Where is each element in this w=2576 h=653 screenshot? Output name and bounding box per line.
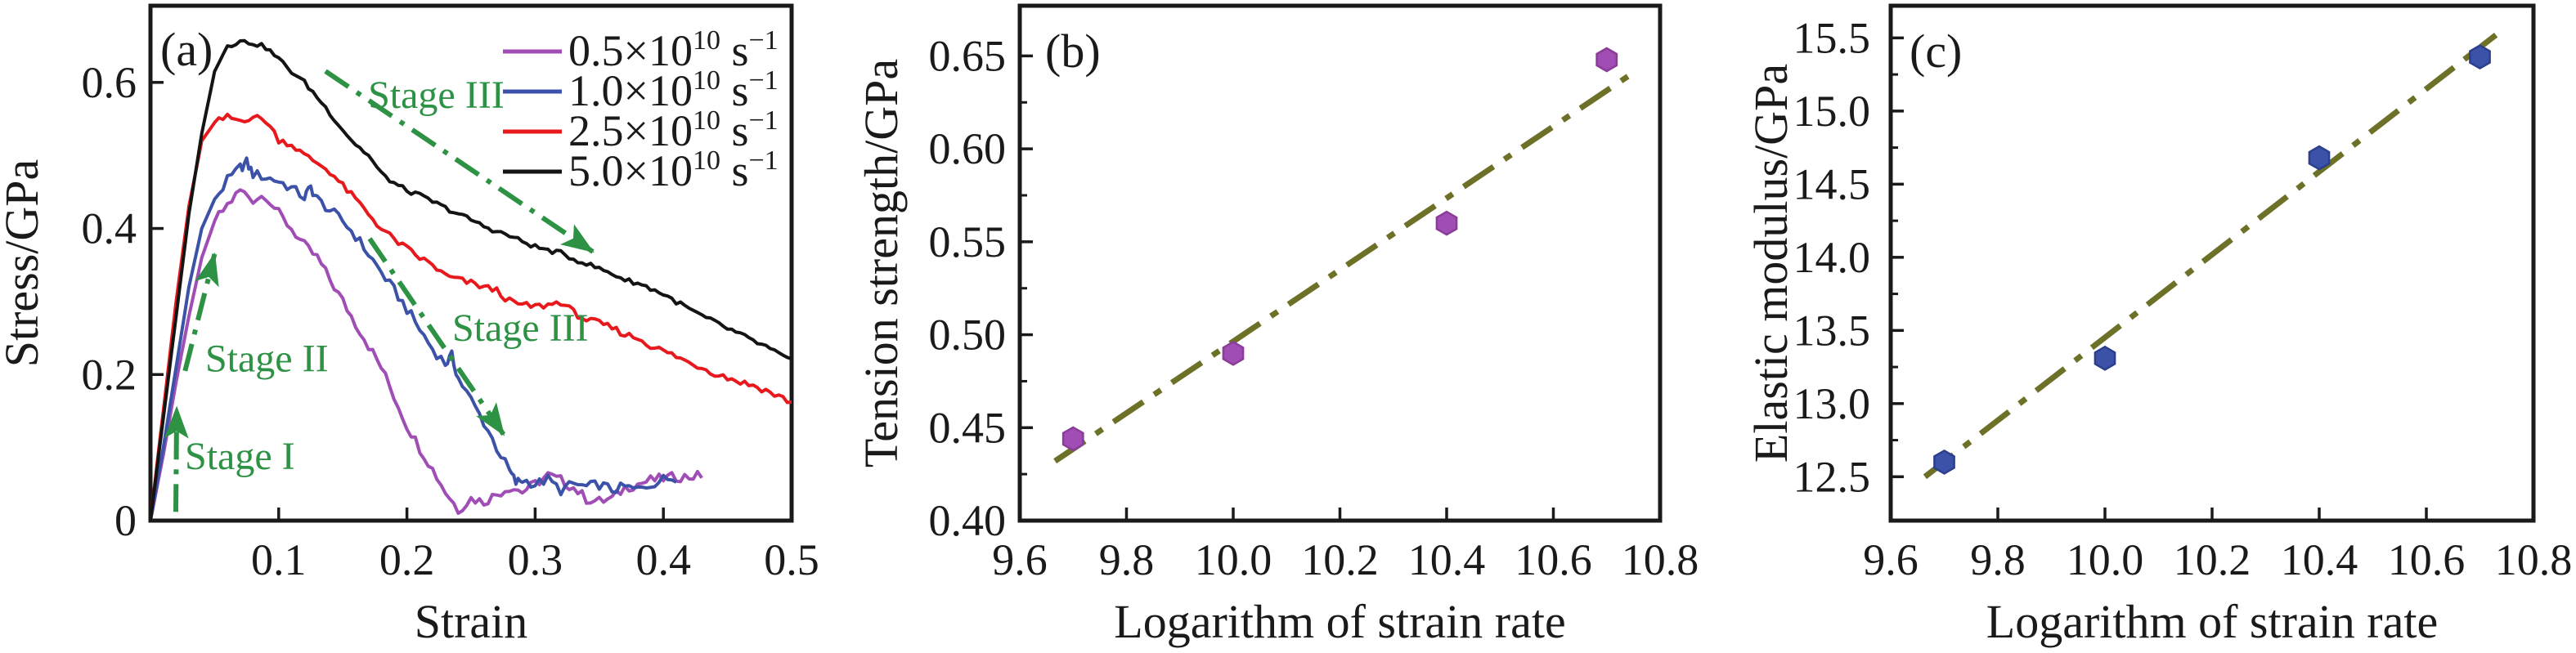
a-y-axis-label: Stress/GPa <box>0 159 48 368</box>
c-x-tick-label: 9.8 <box>1970 535 2026 584</box>
c-y-tick-label: 14.5 <box>1793 159 1871 208</box>
c-x-tick-label: 10.6 <box>2388 535 2466 584</box>
a-x-axis-label: Strain <box>415 595 528 648</box>
stage-arrow-1 <box>182 252 219 372</box>
panel-c-elastic-modulus-chart: 9.6 9.8 10.0 10.2 10.4 10.6 10.8 12.5 13.0 13.5 14… <box>1744 3 2573 648</box>
c-panel-letter: (c) <box>1910 25 1962 78</box>
stage-arrow-2 <box>324 69 595 254</box>
a-y-tick-label: 0 <box>114 496 137 545</box>
panel-a-stress-strain-chart: 0.1 0.2 0.3 0.4 0.5 0 0.2 0.4 0.6 Strain Stress/GP… <box>0 3 819 648</box>
b-y-tick-label: 0.60 <box>929 124 1007 173</box>
a-curve-2-5e10-per-s <box>150 112 792 521</box>
b-panel-letter: (b) <box>1045 25 1101 78</box>
c-data-point-1 <box>2094 345 2116 371</box>
c-data-point-3 <box>2469 44 2491 70</box>
a-panel-letter: (a) <box>160 23 213 76</box>
c-data-point-2 <box>2308 145 2331 171</box>
c-y-tick-label: 13.0 <box>1793 379 1871 428</box>
a-curve-0-5e10-per-s <box>150 188 703 521</box>
b-x-axis-label: Logarithm of strain rate <box>1114 595 1565 648</box>
b-y-axis-label: Tension strength/GPa <box>855 59 908 467</box>
a-curve-5-0e10-per-s <box>150 38 792 521</box>
c-x-tick-label: 10.2 <box>2174 535 2251 584</box>
a-x-tick-label: 0.4 <box>635 535 691 584</box>
a-y-tick-label: 0.6 <box>82 58 137 107</box>
b-x-tick-label: 10.8 <box>1622 535 1699 584</box>
c-x-tick-label: 9.6 <box>1863 535 1919 584</box>
b-y-tick-label: 0.50 <box>929 311 1007 360</box>
b-data-point-1 <box>1222 340 1245 366</box>
a-x-tick-label: 0.2 <box>379 535 435 584</box>
c-y-tick-label: 15.5 <box>1793 13 1871 62</box>
c-y-tick-label: 13.5 <box>1793 306 1871 355</box>
a-y-tick-label: 0.4 <box>82 204 137 253</box>
b-fit-line <box>1053 69 1636 464</box>
stage-label-3: Stage III <box>452 306 589 350</box>
legend-label-0-5e10-per-s: 0.5×1010 s−1 <box>568 25 779 75</box>
b-x-tick-label: 10.6 <box>1515 535 1592 584</box>
b-x-tick-label: 10.4 <box>1408 535 1486 584</box>
c-data-point-0 <box>1933 449 1955 475</box>
stage-arrow-0 <box>164 405 189 512</box>
b-x-tick-label: 10.2 <box>1301 535 1379 584</box>
a-y-tick-label: 0.2 <box>82 350 137 399</box>
b-plot-frame <box>1017 3 1663 523</box>
c-y-tick-label: 12.5 <box>1793 452 1871 501</box>
panel-b-tension-strength-chart: 9.6 9.8 10.0 10.2 10.4 10.6 10.8 0.40 0.45 0.50 0.… <box>855 3 1699 648</box>
b-data-point-2 <box>1435 210 1458 236</box>
stage-label-1: Stage II <box>205 338 329 381</box>
b-y-tick-label: 0.65 <box>929 31 1007 80</box>
a-plot-frame <box>148 3 794 523</box>
stage-label-0: Stage I <box>185 435 295 478</box>
a-curve-1-0e10-per-s <box>150 156 677 521</box>
legend-label-5-0e10-per-s: 5.0×1010 s−1 <box>568 145 779 195</box>
b-data-point-0 <box>1061 426 1084 452</box>
a-x-tick-label: 0.5 <box>764 535 819 584</box>
c-x-axis-label: Logarithm of strain rate <box>1986 595 2438 648</box>
legend-label-2-5e10-per-s: 2.5×1010 s−1 <box>568 105 779 155</box>
b-x-tick-label: 10.0 <box>1195 535 1272 584</box>
b-data-point-3 <box>1595 47 1618 73</box>
c-y-tick-label: 15.0 <box>1793 87 1871 136</box>
c-x-tick-label: 10.0 <box>2067 535 2144 584</box>
b-x-tick-label: 9.6 <box>992 535 1048 584</box>
stage-label-2: Stage III <box>368 74 505 117</box>
b-y-tick-label: 0.55 <box>929 217 1007 266</box>
b-y-tick-label: 0.40 <box>929 496 1007 545</box>
legend-label-1-0e10-per-s: 1.0×1010 s−1 <box>568 65 779 115</box>
c-x-tick-label: 10.4 <box>2281 535 2358 584</box>
b-x-tick-label: 9.8 <box>1099 535 1155 584</box>
c-y-axis-label: Elastic modulus/GPa <box>1744 64 1797 463</box>
c-y-tick-label: 14.0 <box>1793 233 1871 282</box>
a-x-tick-label: 0.1 <box>251 535 307 584</box>
a-x-tick-label: 0.3 <box>508 535 563 584</box>
b-y-tick-label: 0.45 <box>929 403 1007 452</box>
c-x-tick-label: 10.8 <box>2495 535 2573 584</box>
c-fit-line <box>1923 33 2498 480</box>
stage-arrow-3 <box>367 237 506 436</box>
